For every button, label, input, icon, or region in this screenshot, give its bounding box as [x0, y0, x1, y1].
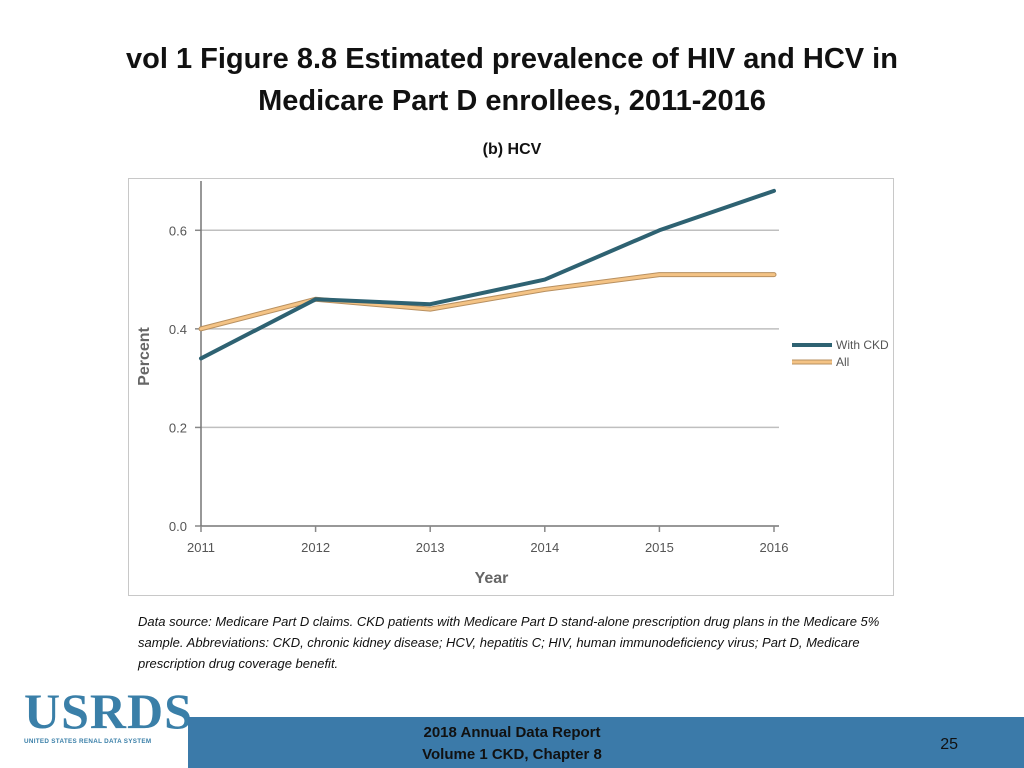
y-tick-label: 0.6 [169, 223, 187, 238]
x-tick-label: 2013 [416, 540, 445, 555]
x-tick-label: 2016 [760, 540, 789, 555]
x-tick-label: 2015 [645, 540, 674, 555]
slide-title: vol 1 Figure 8.8 Estimated prevalence of… [126, 43, 898, 117]
usrds-logo: USRDS UNITED STATES RENAL DATA SYSTEM [24, 683, 192, 748]
y-tick-label: 0.0 [169, 519, 187, 534]
series-line-with-ckd [199, 188, 776, 361]
y-axis-title: Percent [136, 326, 153, 385]
legend-label: With CKD [836, 338, 889, 352]
footer-bar [188, 717, 1024, 768]
chart-subtitle: (b) HCV [482, 141, 542, 158]
y-tick-label: 0.4 [169, 322, 187, 337]
x-tick-label: 2014 [530, 540, 559, 555]
legend-label: All [836, 355, 849, 369]
logo-tagline: UNITED STATES RENAL DATA SYSTEM [24, 738, 152, 745]
x-axis-title: Year [475, 570, 509, 587]
footer-volume: Volume 1 CKD, Chapter 8 [422, 746, 602, 763]
data-source-note: Data source: Medicare Part D claims. CKD… [138, 614, 880, 671]
series-line-all [199, 273, 776, 331]
page-number: 25 [940, 736, 958, 753]
footer-report-title: 2018 Annual Data Report [423, 724, 601, 741]
line-chart: 0.0 0.2 0.4 0.6 2011 2012 2013 2014 2015 2016 Year… [136, 181, 889, 587]
x-tick-label: 2012 [301, 540, 330, 555]
series-all-outline [198, 272, 777, 332]
chart-frame: 0.0 0.2 0.4 0.6 2011 2012 2013 2014 2015 2016 Year… [128, 178, 894, 596]
logo-wordmark: USRDS [24, 683, 193, 739]
y-tick-label: 0.2 [169, 420, 187, 435]
x-tick-label: 2011 [187, 540, 215, 555]
